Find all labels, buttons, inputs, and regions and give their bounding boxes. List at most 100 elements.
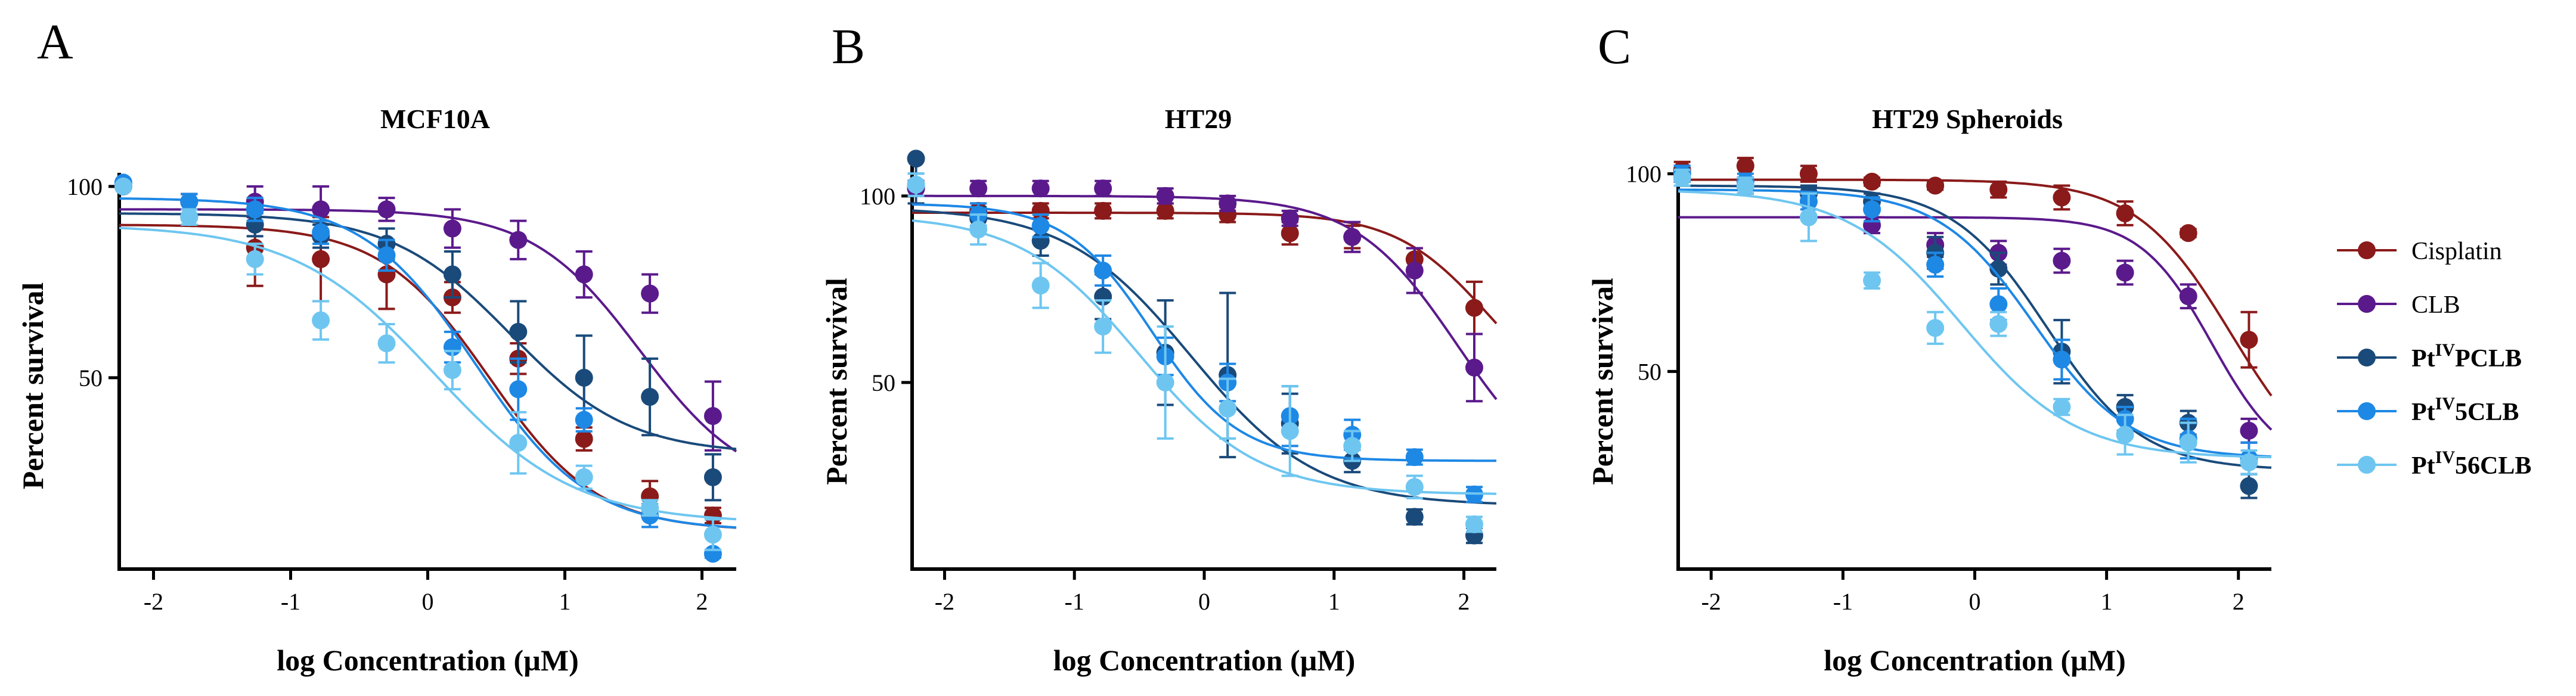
data-point-p56: [907, 176, 925, 194]
data-point-p56: [1031, 276, 1050, 295]
data-point-cis: [1926, 176, 1945, 195]
panel-letter-c: C: [1598, 19, 1631, 74]
fit-curve-cis: [1678, 178, 2273, 397]
data-point-clb: [2053, 251, 2071, 270]
data-point-p56: [1736, 176, 1754, 195]
legend-label: PtIV5CLB: [2411, 394, 2519, 426]
data-point-p56: [1863, 271, 1881, 290]
legend-marker: [2358, 349, 2376, 366]
data-point-p56: [2240, 453, 2258, 471]
data-point-clb: [377, 200, 396, 219]
x-tick-label: -2: [144, 588, 163, 615]
x-tick-label: -1: [281, 588, 300, 615]
data-point-clb: [703, 407, 722, 425]
data-point-p56: [1219, 399, 1237, 418]
data-point-p5: [246, 200, 264, 219]
data-point-clb: [1094, 179, 1112, 198]
x-tick-label: 2: [1458, 588, 1470, 615]
legend-label: PtIV56CLB: [2411, 448, 2531, 480]
x-tick-label: 1: [1328, 588, 1340, 615]
data-point-p56: [1926, 319, 1945, 337]
data-point-clb: [1219, 194, 1237, 213]
data-point-p56: [1405, 478, 1424, 496]
series-p5: [1673, 164, 2272, 476]
y-axis-label: Percent survival: [1586, 278, 1619, 485]
data-point-p5: [1989, 295, 2008, 313]
data-point-clb: [1343, 228, 1362, 246]
data-point-clb: [443, 219, 461, 238]
data-point-p56: [312, 311, 330, 330]
y-tick-label: 100: [67, 173, 103, 200]
series-p5: [907, 172, 1497, 504]
legend-item-pclb: PtIVPCLB: [2337, 340, 2522, 372]
data-point-p56: [246, 250, 264, 268]
fit-curve-cis: [119, 223, 737, 529]
series-clb: [1673, 164, 2273, 444]
data-point-p56: [2053, 398, 2071, 417]
chart-title-mcf10a: MCF10A: [380, 104, 490, 134]
data-point-clb: [312, 200, 330, 219]
x-tick-label: 1: [559, 588, 571, 615]
legend: Cisplatin CLB PtIVPCLB PtIV5CLB PtIV56CLB: [2337, 238, 2531, 480]
series-p56: [907, 172, 1496, 533]
data-point-clb: [969, 179, 988, 198]
data-point-p5: [575, 411, 593, 429]
series-p56: [1673, 169, 2272, 476]
data-point-p56: [1989, 315, 2008, 333]
legend-label: CLB: [2411, 291, 2460, 319]
x-tick-label: -2: [935, 588, 954, 615]
x-tick-label: 0: [422, 588, 434, 615]
data-point-cis: [1863, 172, 1881, 191]
fit-curve-clb: [119, 208, 737, 453]
panel-letter-a: A: [37, 14, 73, 70]
data-point-cis: [1465, 299, 1483, 317]
data-point-p56: [575, 468, 593, 486]
data-point-clb: [1156, 187, 1174, 205]
data-point-p5: [1031, 216, 1050, 235]
fit-curve-clb: [1678, 216, 2273, 431]
series-cis: [1673, 157, 2273, 397]
y-axis-label: Percent survival: [820, 278, 853, 485]
data-point-p56: [1281, 422, 1299, 440]
chart-title-ht29-spheroids: HT29 Spheroids: [1872, 104, 2063, 134]
data-point-p56: [1094, 317, 1112, 335]
x-tick-label: 0: [1969, 588, 1981, 615]
data-point-p56: [1465, 515, 1483, 533]
data-point-p5: [1926, 256, 1945, 274]
series-p56: [114, 177, 737, 551]
data-point-cis: [1281, 224, 1299, 243]
x-tick-label: 0: [1198, 588, 1210, 615]
chart-title-ht29: HT29: [1165, 104, 1232, 134]
data-point-p56: [641, 499, 659, 517]
legend-marker: [2358, 402, 2376, 420]
data-point-pclb: [641, 388, 659, 406]
data-point-p5: [377, 246, 396, 265]
data-point-pclb: [907, 150, 925, 168]
fit-curve-pclb: [119, 212, 737, 450]
fit-curve-clb: [912, 194, 1498, 400]
x-axis-label: log Concentration (µM): [1053, 644, 1356, 677]
data-point-p5: [180, 192, 199, 211]
data-point-p5: [1405, 448, 1424, 467]
data-point-clb: [2179, 287, 2197, 306]
chart-panel-ht29-spheroids: HT29 Spheroids -2 -1 0 1 2 50 100 log Concentrat…: [1586, 104, 2273, 677]
data-point-clb: [2240, 421, 2258, 440]
data-point-pclb: [1405, 508, 1424, 526]
legend-marker: [2358, 295, 2376, 313]
data-point-p56: [377, 334, 396, 353]
y-tick-label: 50: [79, 365, 103, 392]
data-point-p56: [1799, 208, 1818, 226]
data-point-p5: [1863, 200, 1881, 219]
data-point-p56: [969, 220, 988, 239]
legend-label: PtIVPCLB: [2411, 340, 2522, 372]
data-point-cis: [2179, 224, 2197, 243]
fit-curve-p5: [1678, 188, 2272, 458]
data-point-p56: [114, 177, 132, 195]
fit-curve-pclb: [912, 209, 1497, 505]
data-point-cis: [2240, 331, 2258, 349]
x-tick-label: -1: [1065, 588, 1084, 615]
data-point-clb: [575, 265, 593, 284]
legend-label: Cisplatin: [2411, 238, 2502, 265]
fit-curve-p56: [119, 226, 737, 521]
legend-item-clb: CLB: [2337, 291, 2460, 319]
